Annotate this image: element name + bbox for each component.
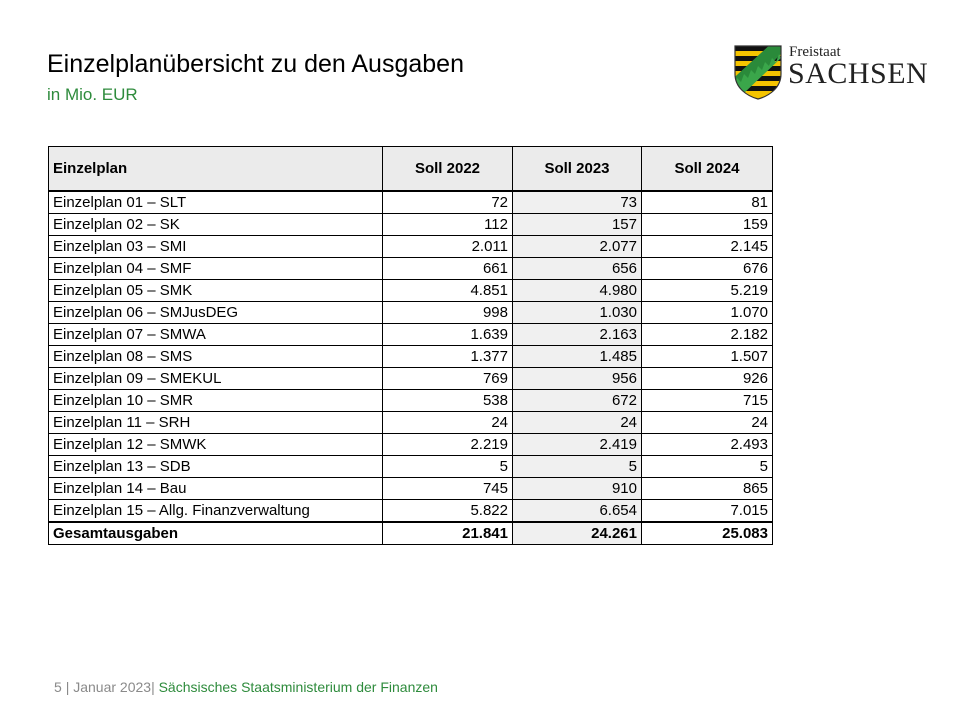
header-soll-2022: Soll 2022 [382,146,513,192]
footer-separator: | [151,679,155,695]
cell-einzelplan: Einzelplan 13 – SDB [48,455,383,478]
cell-einzelplan: Einzelplan 05 – SMK [48,279,383,302]
table-row: Einzelplan 15 – Allg. Finanzverwaltung 5.… [48,499,773,523]
footer: 5 | Januar 2023| Sächsisches Staatsminis… [54,679,438,695]
header-soll-2024: Soll 2024 [641,146,773,192]
cell-soll-2022: 1.639 [382,323,513,346]
footer-ministry: Sächsisches Staatsministerium der Finanz… [158,679,438,695]
footer-date: Januar 2023 [73,679,152,695]
total-cell-soll-2024: 25.083 [641,521,773,545]
cell-einzelplan: Einzelplan 04 – SMF [48,257,383,280]
cell-soll-2023: 157 [512,213,642,236]
cell-soll-2024: 676 [641,257,773,280]
cell-einzelplan: Einzelplan 10 – SMR [48,389,383,412]
cell-soll-2023: 24 [512,411,642,434]
cell-soll-2023: 2.163 [512,323,642,346]
cell-soll-2022: 24 [382,411,513,434]
cell-soll-2023: 910 [512,477,642,500]
cell-soll-2022: 538 [382,389,513,412]
cell-soll-2024: 81 [641,190,773,214]
cell-soll-2022: 1.377 [382,345,513,368]
header-soll-2023: Soll 2023 [512,146,642,192]
table-body: Einzelplan 01 – SLT 72 73 81 Einzelplan 02 –… [48,190,773,545]
table-row: Einzelplan 05 – SMK 4.851 4.980 5.219 [48,279,773,302]
cell-soll-2023: 656 [512,257,642,280]
cell-soll-2022: 998 [382,301,513,324]
cell-soll-2024: 24 [641,411,773,434]
table-row: Einzelplan 11 – SRH 24 24 24 [48,411,773,434]
cell-einzelplan: Einzelplan 08 – SMS [48,345,383,368]
cell-soll-2024: 2.145 [641,235,773,258]
cell-einzelplan: Einzelplan 09 – SMEKUL [48,367,383,390]
table-total-row: Gesamtausgaben 21.841 24.261 25.083 [48,521,773,545]
einzelplan-table: Einzelplan Soll 2022 Soll 2023 Soll 2024… [48,146,773,545]
cell-soll-2024: 926 [641,367,773,390]
cell-soll-2023: 4.980 [512,279,642,302]
freistaat-sachsen-logo: Freistaat SACHSEN [733,44,928,102]
cell-einzelplan: Einzelplan 12 – SMWK [48,433,383,456]
cell-soll-2023: 2.077 [512,235,642,258]
table-row: Einzelplan 08 – SMS 1.377 1.485 1.507 [48,345,773,368]
cell-einzelplan: Einzelplan 03 – SMI [48,235,383,258]
total-cell-einzelplan: Gesamtausgaben [48,521,383,545]
cell-soll-2023: 73 [512,190,642,214]
cell-soll-2022: 112 [382,213,513,236]
cell-soll-2024: 1.070 [641,301,773,324]
logo-text-freistaat: Freistaat [789,44,841,60]
cell-soll-2024: 159 [641,213,773,236]
cell-soll-2024: 5 [641,455,773,478]
cell-soll-2022: 2.011 [382,235,513,258]
cell-soll-2024: 715 [641,389,773,412]
cell-soll-2024: 865 [641,477,773,500]
page-subtitle: in Mio. EUR [47,85,138,104]
table-header-row: Einzelplan Soll 2022 Soll 2023 Soll 2024 [48,146,773,192]
cell-soll-2022: 769 [382,367,513,390]
cell-soll-2024: 2.493 [641,433,773,456]
table-row: Einzelplan 12 – SMWK 2.219 2.419 2.493 [48,433,773,456]
header-einzelplan: Einzelplan [48,146,383,192]
cell-einzelplan: Einzelplan 02 – SK [48,213,383,236]
cell-soll-2022: 5 [382,455,513,478]
table-row: Einzelplan 14 – Bau 745 910 865 [48,477,773,500]
table-row: Einzelplan 10 – SMR 538 672 715 [48,389,773,412]
cell-soll-2024: 2.182 [641,323,773,346]
cell-soll-2024: 1.507 [641,345,773,368]
cell-einzelplan: Einzelplan 07 – SMWA [48,323,383,346]
footer-separator: | [65,679,70,695]
coat-of-arms-icon [734,45,782,100]
cell-soll-2022: 745 [382,477,513,500]
table-row: Einzelplan 13 – SDB 5 5 5 [48,455,773,478]
table-row: Einzelplan 06 – SMJusDEG 998 1.030 1.070 [48,301,773,324]
cell-soll-2022: 5.822 [382,499,513,523]
total-cell-soll-2022: 21.841 [382,521,513,545]
cell-einzelplan: Einzelplan 11 – SRH [48,411,383,434]
cell-soll-2023: 1.030 [512,301,642,324]
cell-soll-2023: 1.485 [512,345,642,368]
table-row: Einzelplan 01 – SLT 72 73 81 [48,190,773,214]
cell-soll-2023: 672 [512,389,642,412]
cell-soll-2023: 956 [512,367,642,390]
cell-soll-2023: 5 [512,455,642,478]
cell-soll-2022: 4.851 [382,279,513,302]
footer-page-number: 5 [54,679,62,695]
table-row: Einzelplan 09 – SMEKUL 769 956 926 [48,367,773,390]
cell-soll-2022: 661 [382,257,513,280]
cell-einzelplan: Einzelplan 14 – Bau [48,477,383,500]
logo-text-sachsen: SACHSEN [788,57,929,90]
cell-einzelplan: Einzelplan 15 – Allg. Finanzverwaltung [48,499,383,523]
page-title: Einzelplanübersicht zu den Ausgaben [47,50,464,78]
table-row: Einzelplan 03 – SMI 2.011 2.077 2.145 [48,235,773,258]
cell-soll-2022: 72 [382,190,513,214]
cell-soll-2023: 6.654 [512,499,642,523]
cell-soll-2022: 2.219 [382,433,513,456]
cell-einzelplan: Einzelplan 06 – SMJusDEG [48,301,383,324]
cell-einzelplan: Einzelplan 01 – SLT [48,190,383,214]
table-row: Einzelplan 07 – SMWA 1.639 2.163 2.182 [48,323,773,346]
total-cell-soll-2023: 24.261 [512,521,642,545]
table-row: Einzelplan 02 – SK 112 157 159 [48,213,773,236]
cell-soll-2023: 2.419 [512,433,642,456]
table-row: Einzelplan 04 – SMF 661 656 676 [48,257,773,280]
cell-soll-2024: 5.219 [641,279,773,302]
cell-soll-2024: 7.015 [641,499,773,523]
